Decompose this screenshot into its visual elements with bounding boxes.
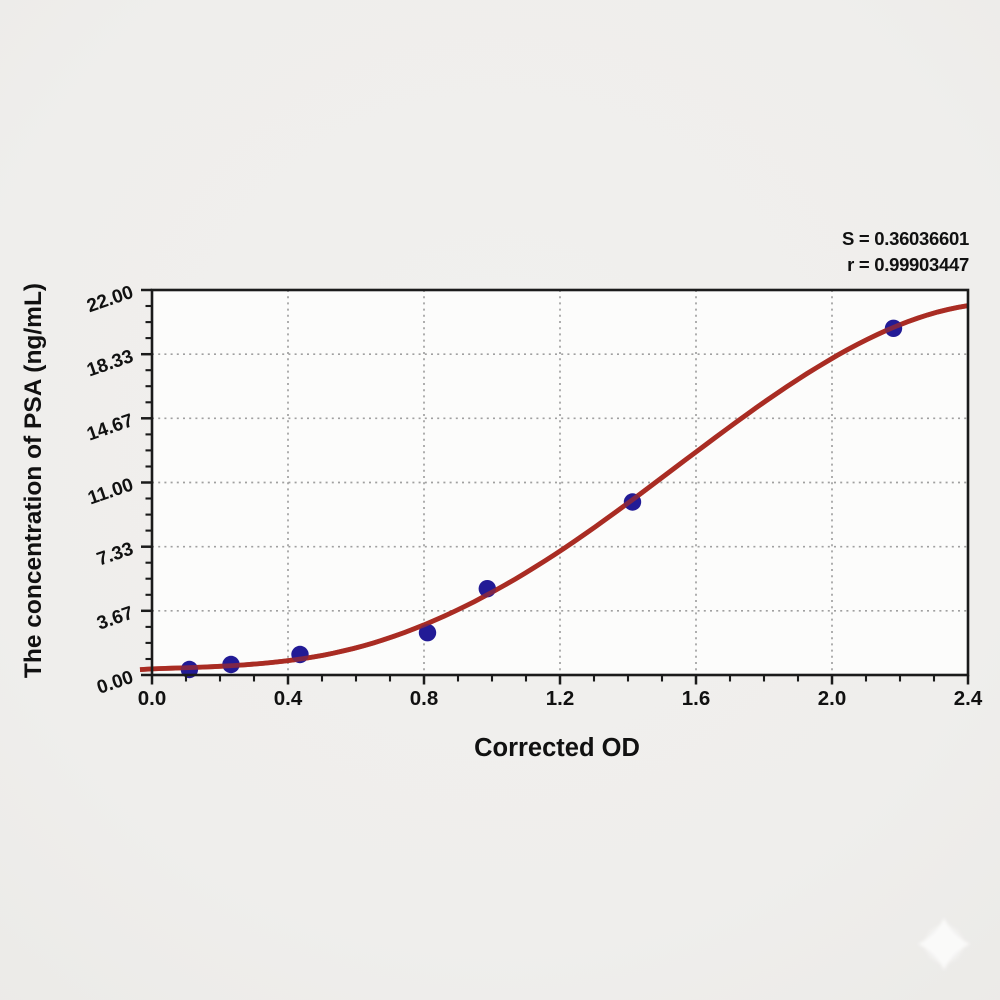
svg-text:0.0: 0.0 (138, 687, 167, 710)
svg-text:1.2: 1.2 (546, 687, 575, 710)
svg-text:Corrected OD: Corrected OD (474, 734, 640, 762)
svg-text:r = 0.99903447: r = 0.99903447 (847, 254, 969, 275)
svg-text:0.4: 0.4 (274, 687, 303, 710)
svg-text:2.4: 2.4 (954, 687, 983, 710)
svg-text:1.6: 1.6 (682, 687, 711, 710)
svg-text:0.8: 0.8 (410, 687, 439, 710)
svg-text:2.0: 2.0 (818, 687, 847, 710)
svg-text:The concentration of PSA (ng/m: The concentration of PSA (ng/mL) (20, 283, 47, 678)
svg-text:S = 0.36036601: S = 0.36036601 (842, 228, 969, 249)
